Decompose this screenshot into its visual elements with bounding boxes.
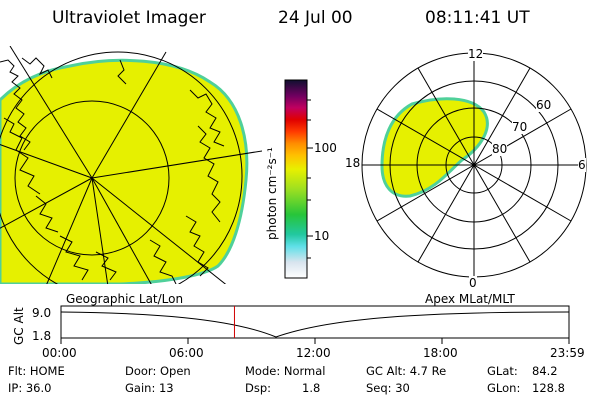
mlt-spokes xyxy=(362,53,586,277)
status-flt: Flt: HOME xyxy=(8,364,65,378)
geographic-map xyxy=(0,46,262,284)
altitude-ylabel: GC Alt xyxy=(12,307,26,345)
time-label: 08:11:41 UT xyxy=(425,8,530,28)
status-dsp-value: 1.8 xyxy=(302,381,321,395)
xtick-0600: 06:00 xyxy=(169,346,204,360)
status-glat-label: GLat: xyxy=(487,364,518,378)
altitude-plot-frame xyxy=(60,305,570,339)
mlat-label-80: 80 xyxy=(492,142,508,156)
latitude-circle xyxy=(14,100,170,256)
mlt-label-12: 12 xyxy=(468,47,484,61)
meridians xyxy=(0,46,262,284)
status-ip: IP: 36.0 xyxy=(8,381,52,395)
geographic-panel-label: Geographic Lat/Lon xyxy=(66,292,184,306)
xtick-1800: 18:00 xyxy=(423,346,458,360)
status-glat-value: 84.2 xyxy=(532,364,558,378)
xtick-2359: 23:59 xyxy=(550,346,585,360)
status-glon-label: GLon: xyxy=(487,381,521,395)
colorbar-unit-label: photon cm⁻²s⁻¹ xyxy=(265,147,279,240)
altitude-ytick-1-8: 1.8 xyxy=(32,329,52,343)
mlt-label-0: 0 xyxy=(469,276,477,290)
date-label: 24 Jul 00 xyxy=(278,8,353,28)
status-mode: Mode: Normal xyxy=(245,364,326,378)
app-title: Ultraviolet Imager xyxy=(52,8,206,28)
status-seq: Seq: 30 xyxy=(366,381,410,395)
status-door: Door: Open xyxy=(125,364,191,378)
status-gc-alt: GC Alt: 4.7 Re xyxy=(366,364,447,378)
xtick-1200: 12:00 xyxy=(296,346,331,360)
map-boundary xyxy=(0,51,243,284)
colorbar-tick-100: 100 xyxy=(314,141,337,155)
colorbar-tick-10: 10 xyxy=(314,229,330,243)
status-gain: Gain: 13 xyxy=(125,381,174,395)
colorbar xyxy=(284,79,313,279)
mlt-label-18: 18 xyxy=(345,156,361,170)
altitude-plot xyxy=(60,305,570,344)
uv-emission-left xyxy=(0,58,249,284)
mlat-label-60: 60 xyxy=(536,98,552,112)
colorbar-gradient xyxy=(284,79,308,279)
altitude-ytick-9: 9.0 xyxy=(32,306,52,320)
status-glon-value: 128.8 xyxy=(532,381,565,395)
coastlines xyxy=(0,57,225,284)
uv-emission-right xyxy=(380,97,489,198)
mlt-label-6: 6 xyxy=(578,158,586,172)
mlat-label-70: 70 xyxy=(512,120,528,134)
status-dsp-label: Dsp: xyxy=(245,381,272,395)
xtick-0000: 00:00 xyxy=(42,346,77,360)
altitude-trace xyxy=(60,311,570,338)
polar-plot xyxy=(361,52,587,278)
apex-panel-label: Apex MLat/MLT xyxy=(425,292,515,306)
